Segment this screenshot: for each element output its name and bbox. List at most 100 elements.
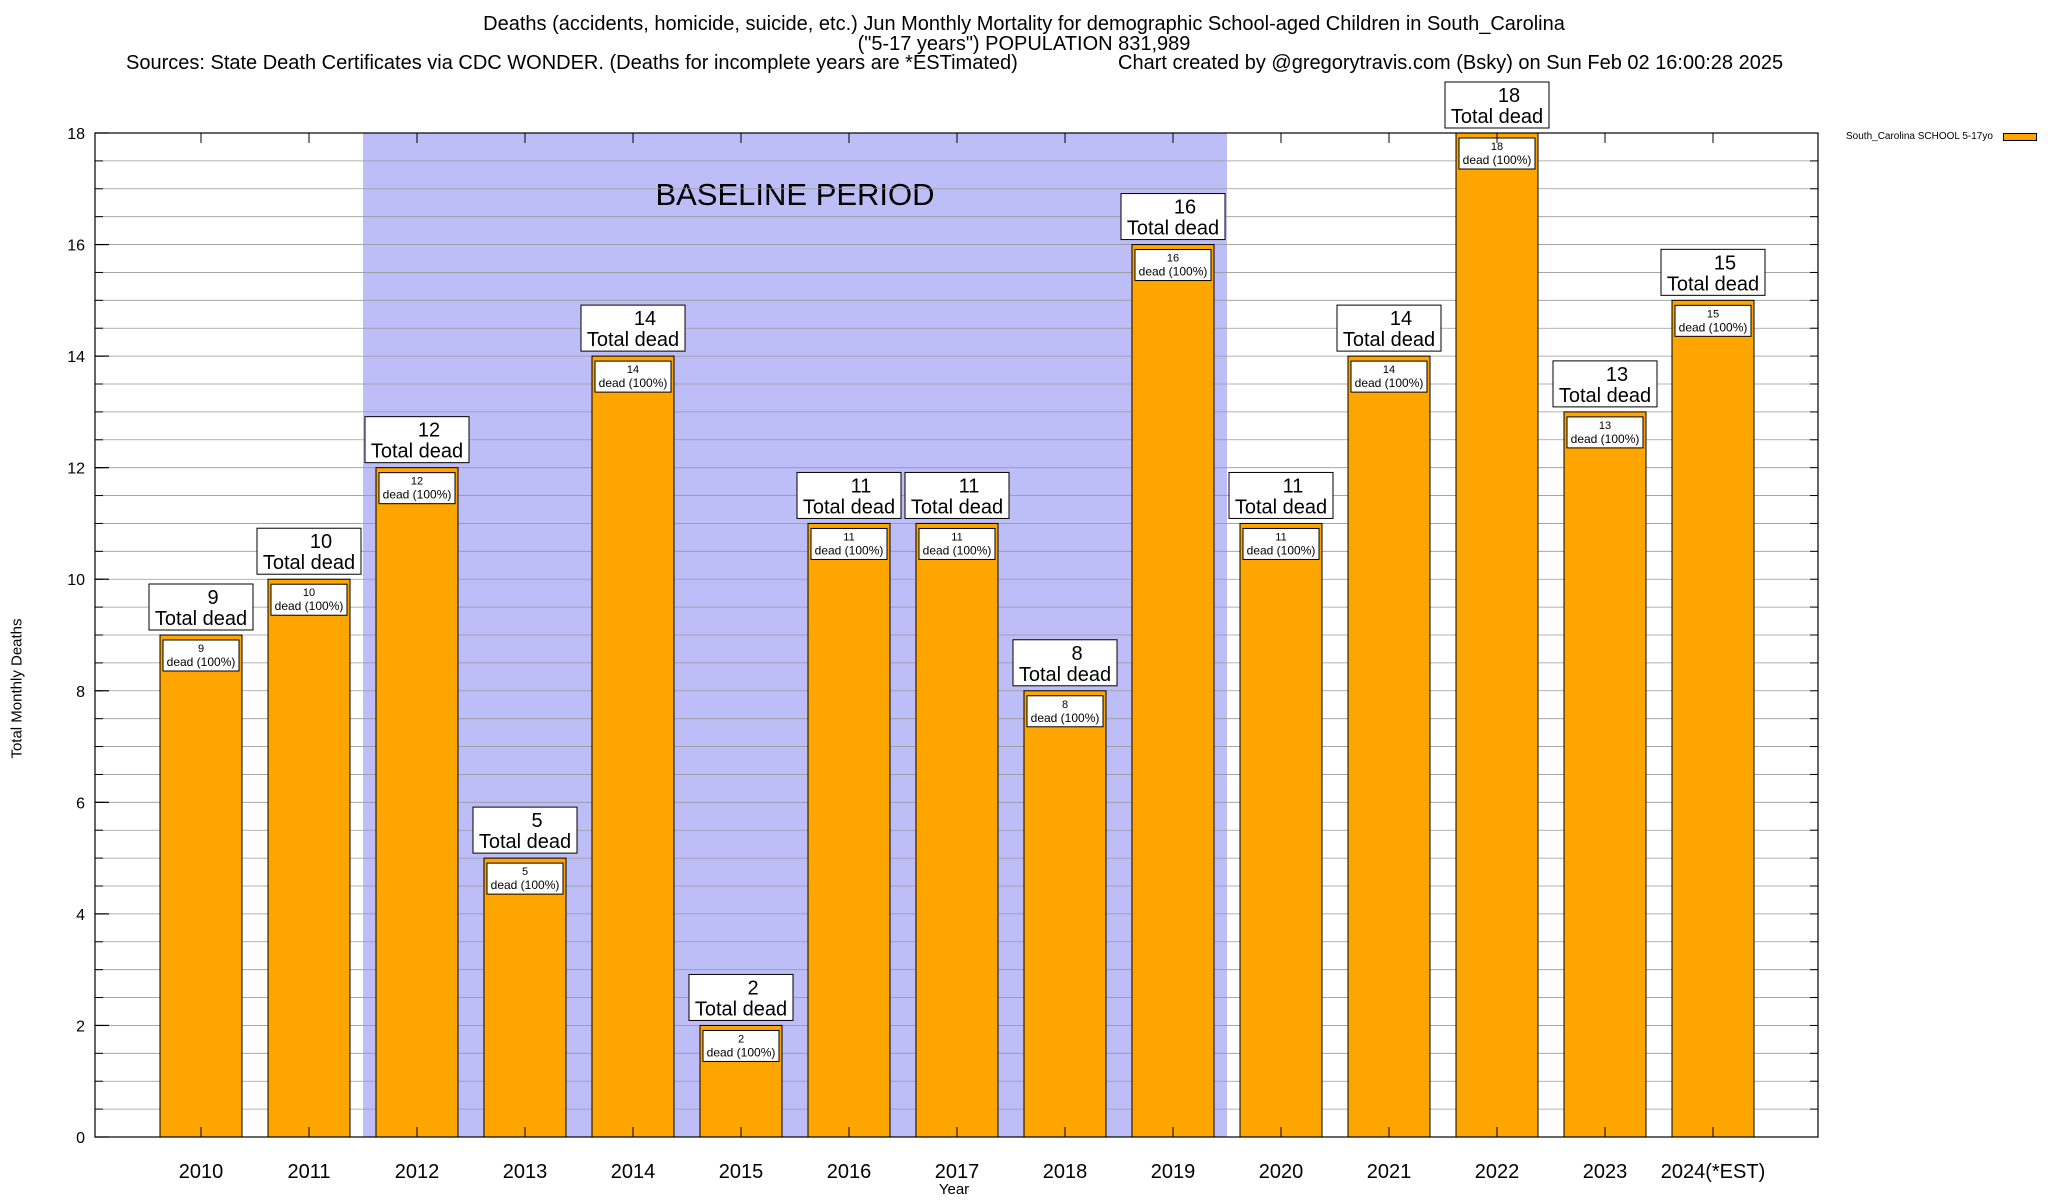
bar-2011 (267, 578, 351, 1138)
inner-label-pct: dead (100%) (1463, 153, 1532, 167)
total-label-box (688, 973, 794, 1021)
total-label-count: 11 (959, 475, 980, 497)
bar-2016 (807, 522, 891, 1138)
x-tick-label: 2013 (503, 1161, 548, 1183)
inner-label-box (1134, 249, 1212, 282)
total-label-text: Total dead (695, 998, 787, 1020)
inner-label-pct: dead (100%) (167, 655, 236, 669)
inner-label-count: 11 (951, 531, 962, 543)
total-label-text: Total dead (479, 831, 571, 853)
total-label-box (1120, 193, 1226, 241)
inner-label-count: 5 (522, 866, 528, 878)
total-label-text: Total dead (155, 608, 247, 630)
inner-label-pct: dead (100%) (599, 376, 668, 390)
inner-label-count: 11 (843, 531, 854, 543)
y-tick-label: 8 (76, 684, 85, 701)
bar-2012 (375, 467, 459, 1138)
inner-label-count: 9 (198, 643, 204, 655)
inner-label-pct: dead (100%) (1679, 320, 1748, 334)
total-label-text: Total dead (803, 496, 895, 518)
chart-title-line2: ("5-17 years") POPULATION 831,989 (857, 33, 1191, 55)
inner-label-box (702, 1029, 780, 1062)
total-label-count: 5 (531, 810, 542, 832)
chart-title-line1: Deaths (accidents, homicide, suicide, et… (483, 13, 1565, 35)
inner-label-pct: dead (100%) (1355, 376, 1424, 390)
bar-2024(*EST) (1671, 299, 1755, 1138)
total-label-text: Total dead (263, 552, 355, 574)
total-label-count: 14 (1390, 308, 1412, 330)
y-tick-label: 12 (67, 461, 85, 478)
total-label-text: Total dead (371, 441, 463, 463)
inner-label-box (1242, 527, 1320, 560)
inner-label-count: 14 (627, 364, 639, 376)
x-tick-label: 2024(*EST) (1661, 1161, 1766, 1183)
bar-2022 (1455, 132, 1539, 1138)
bar-2013 (483, 857, 567, 1138)
total-label-box (1444, 81, 1550, 129)
legend-label: South_Carolina SCHOOL 5-17yo (1846, 131, 1993, 142)
total-label-text: Total dead (1451, 106, 1543, 128)
inner-label-pct: dead (100%) (707, 1045, 776, 1059)
sources-note: Sources: State Death Certificates via CD… (126, 52, 1018, 74)
bar-2023 (1563, 411, 1647, 1138)
inner-label-count: 2 (738, 1033, 744, 1045)
total-label-box (904, 471, 1010, 519)
inner-label-count: 11 (1275, 531, 1286, 543)
total-label-count: 16 (1174, 197, 1196, 219)
bar-2014 (591, 355, 675, 1138)
total-label-count: 11 (1283, 475, 1304, 497)
y-tick-label: 0 (76, 1130, 85, 1147)
inner-label-pct: dead (100%) (1571, 432, 1640, 446)
y-tick-label: 4 (76, 907, 85, 924)
inner-label-pct: dead (100%) (815, 543, 884, 557)
inner-label-count: 12 (411, 476, 423, 488)
total-label-box (148, 583, 254, 631)
total-label-box (580, 304, 686, 352)
inner-label-box (810, 527, 888, 560)
bar-2021 (1347, 355, 1431, 1138)
total-label-box (364, 416, 470, 464)
inner-label-box (162, 639, 240, 672)
total-label-box (256, 527, 362, 575)
total-label-text: Total dead (1559, 385, 1651, 407)
total-label-count: 14 (634, 308, 656, 330)
inner-label-box (1674, 304, 1752, 337)
total-label-count: 10 (310, 531, 332, 553)
x-tick-label: 2010 (179, 1161, 224, 1183)
inner-label-box (378, 472, 456, 505)
inner-label-pct: dead (100%) (923, 543, 992, 557)
bar-2017 (915, 522, 999, 1138)
inner-label-box (918, 527, 996, 560)
total-label-box (1552, 360, 1658, 408)
inner-label-count: 13 (1599, 420, 1611, 432)
total-label-text: Total dead (1127, 218, 1219, 240)
total-label-count: 18 (1498, 85, 1520, 107)
y-tick-label: 16 (67, 238, 85, 255)
total-label-count: 9 (207, 587, 218, 609)
total-label-text: Total dead (1019, 664, 1111, 686)
y-tick-label: 2 (76, 1018, 85, 1035)
total-label-count: 15 (1714, 252, 1736, 274)
total-label-box (1336, 304, 1442, 352)
bar-2019 (1131, 244, 1215, 1138)
inner-label-count: 8 (1062, 699, 1068, 711)
legend: South_Carolina SCHOOL 5-17yo (1846, 131, 2037, 142)
total-label-count: 11 (851, 475, 872, 497)
total-label-text: Total dead (911, 496, 1003, 518)
bar-2010 (159, 634, 243, 1138)
x-tick-label: 2018 (1043, 1161, 1088, 1183)
inner-label-box (1350, 360, 1428, 393)
inner-label-pct: dead (100%) (275, 599, 344, 613)
inner-label-count: 16 (1167, 253, 1179, 265)
inner-label-count: 10 (303, 587, 315, 599)
inner-label-pct: dead (100%) (383, 488, 452, 502)
inner-label-pct: dead (100%) (1139, 265, 1208, 279)
x-tick-label: 2022 (1475, 1161, 1520, 1183)
y-tick-label: 14 (67, 349, 85, 366)
x-tick-label: 2011 (287, 1161, 330, 1183)
total-label-text: Total dead (1667, 273, 1759, 295)
plot-frame (94, 132, 1819, 1138)
total-label-text: Total dead (1235, 496, 1327, 518)
y-tick-label: 10 (67, 572, 85, 589)
